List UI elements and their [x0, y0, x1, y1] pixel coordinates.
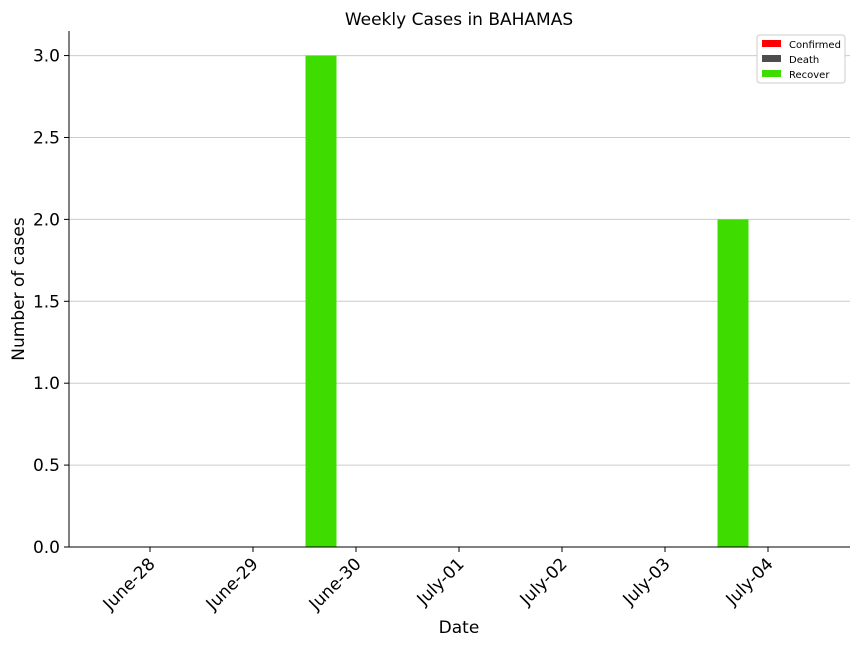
y-tick-label: 3.0	[33, 47, 60, 67]
legend: Confirmed Death Recover	[756, 34, 846, 84]
y-tick-label: 2.0	[33, 210, 60, 230]
legend-swatch-death	[762, 55, 781, 62]
legend-label-death: Death	[789, 55, 819, 66]
y-tick-label: 1.5	[33, 292, 60, 312]
x-tick-label: July-03	[619, 554, 675, 610]
y-tick-label: 0.0	[33, 538, 60, 558]
legend-items: Confirmed Death Recover	[762, 40, 841, 81]
x-tick-label: June-30	[305, 554, 366, 615]
x-tick-label: July-02	[516, 554, 572, 610]
x-tick-label: June-28	[99, 554, 160, 615]
y-tick-label: 0.5	[33, 456, 60, 476]
x-axis-label: Date	[439, 618, 480, 638]
legend-swatch-confirmed	[762, 40, 781, 47]
legend-label-confirmed: Confirmed	[789, 40, 841, 51]
y-ticks: 0.0 0.5 1.0 1.5 2.0 2.5 3.0	[33, 47, 69, 558]
x-tick-label: July-04	[722, 554, 778, 610]
x-tick-label: June-29	[202, 554, 263, 615]
y-tick-label: 2.5	[33, 128, 60, 148]
x-tick-label: July-01	[413, 554, 469, 610]
bar-recover-June-29	[305, 55, 337, 547]
legend-label-recover: Recover	[789, 70, 830, 81]
bars	[305, 55, 749, 547]
x-ticks: June-28 June-29 June-30 July-01 July-02 July-…	[99, 547, 778, 615]
y-tick-label: 1.0	[33, 374, 60, 394]
bar-recover-July-03	[717, 219, 749, 547]
chart-title: Weekly Cases in BAHAMAS	[345, 10, 573, 30]
legend-swatch-recover	[762, 70, 781, 77]
y-axis-label: Number of cases	[9, 217, 29, 361]
